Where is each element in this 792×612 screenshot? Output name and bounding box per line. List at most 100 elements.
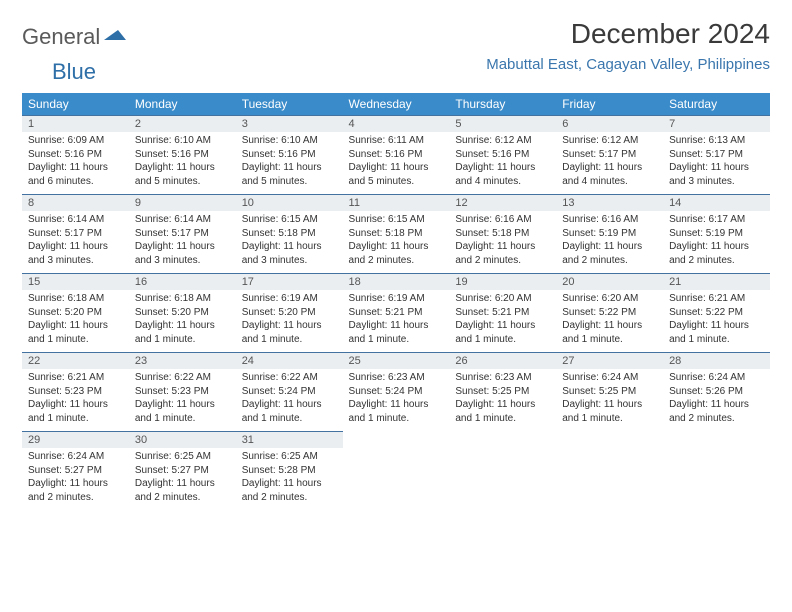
daylight-text: Daylight: 11 hours and 5 minutes. [242, 161, 337, 188]
day-number: 3 [242, 118, 248, 130]
day-number-cell: 28 [663, 353, 770, 370]
sunset-text: Sunset: 5:20 PM [135, 306, 230, 320]
daylight-text: Daylight: 11 hours and 2 minutes. [349, 240, 444, 267]
sunset-text: Sunset: 5:17 PM [135, 227, 230, 241]
day-number-cell: 16 [129, 274, 236, 291]
day-content-cell: Sunrise: 6:09 AMSunset: 5:16 PMDaylight:… [22, 132, 129, 195]
day-content-cell: Sunrise: 6:20 AMSunset: 5:21 PMDaylight:… [449, 290, 556, 353]
day-content-row: Sunrise: 6:14 AMSunset: 5:17 PMDaylight:… [22, 211, 770, 274]
daylight-text: Daylight: 11 hours and 3 minutes. [669, 161, 764, 188]
sunset-text: Sunset: 5:24 PM [349, 385, 444, 399]
day-number-cell: 22 [22, 353, 129, 370]
daylight-text: Daylight: 11 hours and 3 minutes. [28, 240, 123, 267]
day-number: 6 [562, 118, 568, 130]
weekday-header: Wednesday [343, 93, 450, 116]
sunrise-text: Sunrise: 6:14 AM [135, 213, 230, 227]
day-content-cell: Sunrise: 6:14 AMSunset: 5:17 PMDaylight:… [22, 211, 129, 274]
day-number-cell: 24 [236, 353, 343, 370]
daylight-text: Daylight: 11 hours and 3 minutes. [135, 240, 230, 267]
day-number: 11 [349, 197, 360, 209]
day-content-row: Sunrise: 6:24 AMSunset: 5:27 PMDaylight:… [22, 448, 770, 510]
sunset-text: Sunset: 5:20 PM [242, 306, 337, 320]
sunset-text: Sunset: 5:16 PM [28, 148, 123, 162]
day-number: 17 [242, 276, 254, 288]
sunrise-text: Sunrise: 6:20 AM [562, 292, 657, 306]
sunrise-text: Sunrise: 6:25 AM [135, 450, 230, 464]
sunrise-text: Sunrise: 6:11 AM [349, 134, 444, 148]
day-number-cell: 23 [129, 353, 236, 370]
sunset-text: Sunset: 5:16 PM [135, 148, 230, 162]
day-number: 7 [669, 118, 675, 130]
sunrise-text: Sunrise: 6:12 AM [455, 134, 550, 148]
sunset-text: Sunset: 5:17 PM [562, 148, 657, 162]
sunset-text: Sunset: 5:21 PM [455, 306, 550, 320]
sunrise-text: Sunrise: 6:10 AM [135, 134, 230, 148]
sunset-text: Sunset: 5:28 PM [242, 464, 337, 478]
sunrise-text: Sunrise: 6:24 AM [28, 450, 123, 464]
sunrise-text: Sunrise: 6:23 AM [455, 371, 550, 385]
day-content-row: Sunrise: 6:09 AMSunset: 5:16 PMDaylight:… [22, 132, 770, 195]
day-number-row: 15161718192021 [22, 274, 770, 291]
sunset-text: Sunset: 5:16 PM [349, 148, 444, 162]
daylight-text: Daylight: 11 hours and 1 minute. [28, 398, 123, 425]
sunset-text: Sunset: 5:24 PM [242, 385, 337, 399]
sunset-text: Sunset: 5:21 PM [349, 306, 444, 320]
logo-text-general: General [22, 24, 100, 50]
location: Mabuttal East, Cagayan Valley, Philippin… [486, 56, 770, 73]
day-content-cell: Sunrise: 6:15 AMSunset: 5:18 PMDaylight:… [236, 211, 343, 274]
sunrise-text: Sunrise: 6:19 AM [242, 292, 337, 306]
sunrise-text: Sunrise: 6:16 AM [562, 213, 657, 227]
title-block: December 2024 Mabuttal East, Cagayan Val… [486, 18, 770, 73]
daylight-text: Daylight: 11 hours and 2 minutes. [242, 477, 337, 504]
day-number: 29 [28, 434, 40, 446]
day-number: 24 [242, 355, 254, 367]
weekday-header: Sunday [22, 93, 129, 116]
day-number: 27 [562, 355, 574, 367]
day-number: 23 [135, 355, 147, 367]
sunrise-text: Sunrise: 6:20 AM [455, 292, 550, 306]
day-number: 25 [349, 355, 361, 367]
daylight-text: Daylight: 11 hours and 2 minutes. [669, 398, 764, 425]
day-number-cell: 20 [556, 274, 663, 291]
sunset-text: Sunset: 5:16 PM [455, 148, 550, 162]
day-number: 18 [349, 276, 361, 288]
day-number-cell: 5 [449, 116, 556, 133]
sunset-text: Sunset: 5:25 PM [562, 385, 657, 399]
day-content-cell: Sunrise: 6:18 AMSunset: 5:20 PMDaylight:… [129, 290, 236, 353]
day-number-cell: 9 [129, 195, 236, 212]
daylight-text: Daylight: 11 hours and 5 minutes. [349, 161, 444, 188]
sunrise-text: Sunrise: 6:15 AM [242, 213, 337, 227]
day-number-cell: 26 [449, 353, 556, 370]
sunrise-text: Sunrise: 6:18 AM [28, 292, 123, 306]
daylight-text: Daylight: 11 hours and 1 minute. [28, 319, 123, 346]
logo-arrow-icon [104, 26, 126, 49]
sunrise-text: Sunrise: 6:22 AM [135, 371, 230, 385]
day-number-cell: 18 [343, 274, 450, 291]
day-content-cell: Sunrise: 6:22 AMSunset: 5:23 PMDaylight:… [129, 369, 236, 432]
daylight-text: Daylight: 11 hours and 4 minutes. [455, 161, 550, 188]
sunrise-text: Sunrise: 6:25 AM [242, 450, 337, 464]
weekday-header: Friday [556, 93, 663, 116]
day-content-cell: Sunrise: 6:17 AMSunset: 5:19 PMDaylight:… [663, 211, 770, 274]
weekday-header: Thursday [449, 93, 556, 116]
daylight-text: Daylight: 11 hours and 2 minutes. [669, 240, 764, 267]
day-number-cell: 21 [663, 274, 770, 291]
sunset-text: Sunset: 5:20 PM [28, 306, 123, 320]
day-number: 5 [455, 118, 461, 130]
sunset-text: Sunset: 5:25 PM [455, 385, 550, 399]
day-number-cell: 15 [22, 274, 129, 291]
sunset-text: Sunset: 5:18 PM [455, 227, 550, 241]
day-number: 12 [455, 197, 467, 209]
day-number-row: 293031 [22, 432, 770, 449]
day-content-cell: Sunrise: 6:12 AMSunset: 5:17 PMDaylight:… [556, 132, 663, 195]
day-number: 13 [562, 197, 574, 209]
daylight-text: Daylight: 11 hours and 2 minutes. [562, 240, 657, 267]
day-content-cell: Sunrise: 6:11 AMSunset: 5:16 PMDaylight:… [343, 132, 450, 195]
day-number-cell: 25 [343, 353, 450, 370]
day-number: 21 [669, 276, 681, 288]
day-number-cell: 3 [236, 116, 343, 133]
sunrise-text: Sunrise: 6:17 AM [669, 213, 764, 227]
day-number: 30 [135, 434, 147, 446]
sunset-text: Sunset: 5:26 PM [669, 385, 764, 399]
daylight-text: Daylight: 11 hours and 5 minutes. [135, 161, 230, 188]
